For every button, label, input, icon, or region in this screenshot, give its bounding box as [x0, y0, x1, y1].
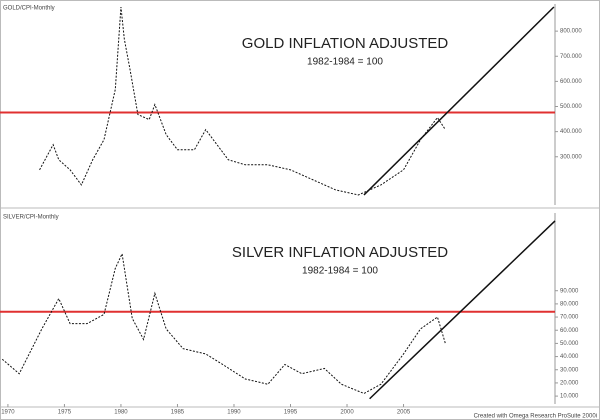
y-tick-label: 50.000: [560, 341, 579, 347]
y-tick-label: 80.000: [560, 301, 579, 307]
x-tick-label: 1970: [1, 410, 15, 416]
panel-header: GOLD/CPI-Monthly: [3, 6, 55, 12]
trend-line: [369, 220, 556, 400]
y-tick-label: 400.000: [560, 129, 582, 135]
price-line: [1, 252, 446, 395]
x-tick-label: 1985: [171, 410, 185, 416]
price-line: [39, 6, 446, 196]
y-tick-label: 700.000: [560, 54, 582, 60]
y-tick-label: 70.000: [560, 315, 579, 321]
x-tick-label: 1980: [114, 410, 128, 416]
chart-subtitle: 1982-1984 = 100: [307, 57, 383, 68]
y-tick-label: 20.000: [560, 381, 579, 387]
y-tick-label: 10.000: [560, 394, 579, 400]
panel-header: SILVER/CPI-Monthly: [3, 215, 59, 221]
y-tick-label: 800.000: [560, 29, 582, 35]
y-tick-label: 500.000: [560, 104, 582, 110]
chart-title: GOLD INFLATION ADJUSTED: [242, 35, 449, 52]
x-tick-label: 2005: [397, 410, 411, 416]
y-tick-label: 60.000: [560, 328, 579, 334]
footer: Created with Omega Research ProSuite 200…: [474, 414, 597, 420]
x-tick-label: 1995: [284, 410, 298, 416]
chart-title: SILVER INFLATION ADJUSTED: [232, 244, 448, 261]
y-tick-label: 300.000: [560, 154, 582, 160]
chart-subtitle: 1982-1984 = 100: [302, 266, 378, 277]
y-tick-label: 30.000: [560, 367, 579, 373]
y-tick-label: 90.000: [560, 288, 579, 294]
trend-line: [363, 6, 555, 196]
x-tick-label: 2000: [340, 410, 354, 416]
x-tick-label: 1975: [58, 410, 72, 416]
y-tick-label: 600.000: [560, 79, 582, 85]
x-tick-label: 1990: [227, 410, 241, 416]
y-tick-label: 40.000: [560, 354, 579, 360]
